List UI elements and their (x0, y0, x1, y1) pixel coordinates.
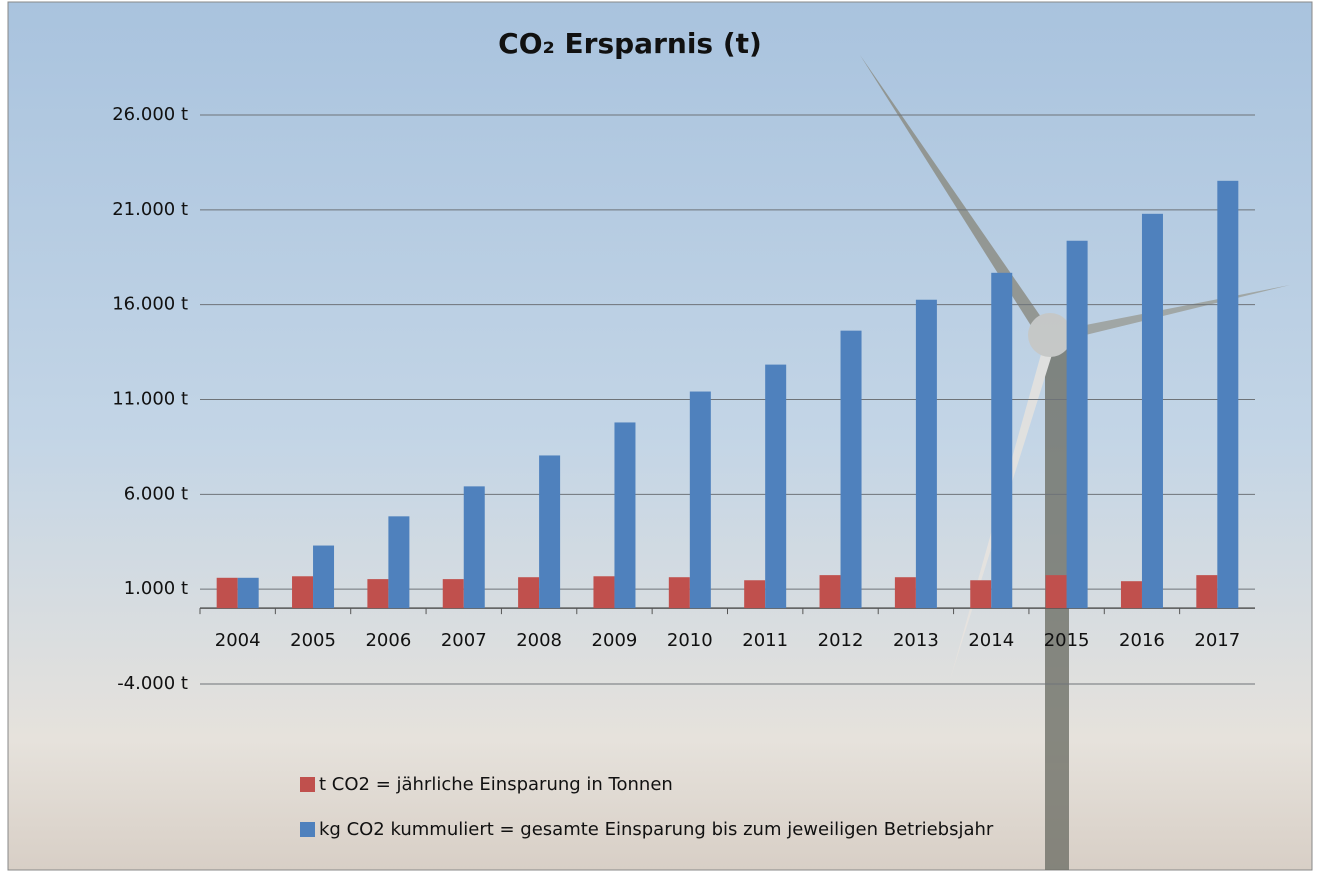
bar (518, 577, 540, 609)
x-tick-label: 2004 (215, 630, 261, 651)
bar (1217, 180, 1239, 609)
bar (367, 579, 389, 609)
x-tick-label: 2013 (893, 630, 939, 651)
bar (915, 299, 937, 609)
x-tick-label: 2017 (1194, 630, 1240, 651)
y-tick-label: 1.000 t (124, 578, 188, 599)
x-tick-label: 2009 (592, 630, 638, 651)
legend-label: kg CO2 kummuliert = gesamte Einsparung b… (319, 819, 994, 840)
bar (819, 575, 841, 609)
bar (442, 579, 464, 609)
bar (744, 580, 766, 609)
y-tick-label: 26.000 t (112, 104, 188, 125)
bar (668, 577, 690, 609)
bar (313, 545, 335, 609)
legend-swatch (300, 822, 315, 837)
bar (237, 577, 259, 609)
y-tick-label: -4.000 t (117, 673, 188, 694)
bar (970, 580, 992, 609)
bar (593, 576, 615, 609)
x-tick-label: 2006 (365, 630, 411, 651)
y-tick-label: 16.000 t (112, 294, 188, 315)
x-tick-label: 2015 (1044, 630, 1090, 651)
bar (614, 422, 636, 609)
bar (539, 455, 561, 609)
chart-title: CO₂ Ersparnis (t) (498, 27, 762, 60)
x-tick-label: 2016 (1119, 630, 1165, 651)
bar (388, 516, 410, 609)
bar (1141, 213, 1163, 609)
bar (840, 330, 862, 609)
legend-label: t CO2 = jährliche Einsparung in Tonnen (319, 774, 673, 795)
bar (1196, 575, 1218, 609)
background (7, 1, 1313, 871)
bar (765, 364, 787, 609)
x-tick-label: 2008 (516, 630, 562, 651)
bar (689, 391, 711, 609)
y-tick-label: 11.000 t (112, 389, 188, 410)
legend-swatch (300, 777, 315, 792)
bar (1120, 581, 1142, 609)
x-tick-label: 2014 (968, 630, 1014, 651)
bar (1045, 575, 1067, 609)
y-tick-label: 21.000 t (112, 199, 188, 220)
bar (1066, 240, 1088, 609)
x-tick-label: 2012 (818, 630, 864, 651)
bar (991, 272, 1013, 609)
bar (216, 577, 238, 609)
y-tick-label: 6.000 t (124, 483, 188, 504)
x-tick-label: 2005 (290, 630, 336, 651)
bar (894, 577, 916, 609)
x-tick-label: 2011 (742, 630, 788, 651)
bar (463, 486, 485, 609)
x-tick-label: 2010 (667, 630, 713, 651)
bar (292, 576, 314, 609)
x-tick-label: 2007 (441, 630, 487, 651)
